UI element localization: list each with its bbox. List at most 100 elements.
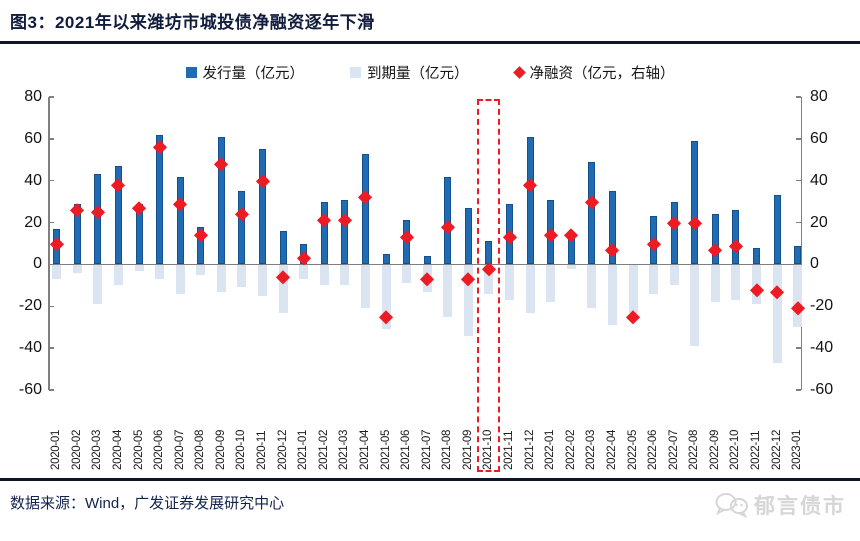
watermark-text: 郁言债市	[754, 495, 846, 518]
maturity-bar	[319, 265, 329, 286]
issuance-bar	[259, 149, 267, 265]
issuance-bar	[156, 134, 164, 265]
x-axis-label: 2022-06	[647, 429, 660, 470]
issuance-bar	[526, 136, 534, 265]
x-axis-label: 2020-09	[214, 429, 227, 470]
x-axis-label: 2021-08	[441, 429, 454, 470]
x-axis-label: 2021-04	[358, 429, 371, 470]
y-axis-right	[800, 97, 802, 390]
y-axis-label-left: 80	[24, 88, 42, 105]
issuance-swatch-icon	[185, 67, 197, 78]
net-diamond-icon	[512, 66, 526, 79]
x-axis-label: 2022-02	[564, 429, 577, 470]
legend-item-net: 净融资（亿元，右轴）	[512, 62, 675, 83]
y-axis-label-left: -60	[18, 381, 42, 398]
x-axis-label: 2020-05	[132, 429, 145, 470]
maturity-bar	[710, 265, 720, 303]
net-financing-diamond	[338, 213, 352, 228]
x-axis-label: 2021-12	[523, 429, 536, 470]
net-financing-diamond	[255, 173, 270, 188]
y-axis-label-right: -40	[810, 339, 834, 357]
issuance-bar	[217, 136, 225, 265]
x-axis-label: 2020-01	[50, 429, 63, 470]
net-financing-diamond	[194, 228, 208, 242]
x-axis-label: 2022-11	[750, 430, 763, 470]
net-financing-diamond	[729, 238, 743, 253]
y-axis-label-left: 0	[33, 255, 42, 273]
y-axis-left	[48, 97, 50, 390]
y-tick-right	[796, 389, 801, 391]
net-financing-diamond	[564, 228, 578, 242]
maturity-bar	[731, 265, 741, 300]
y-tick-left	[49, 138, 54, 140]
watermark: 郁言债市	[714, 490, 846, 520]
y-tick-right	[796, 96, 801, 98]
y-axis-label-right: 40	[810, 171, 828, 189]
net-financing-diamond	[70, 203, 84, 217]
maturity-bar	[669, 265, 679, 286]
x-axis-label: 2020-04	[111, 429, 124, 470]
x-axis-label: 2020-03	[91, 429, 104, 470]
title-divider	[0, 41, 860, 44]
maturity-bar	[772, 265, 782, 363]
y-tick-left	[49, 305, 54, 308]
x-axis-label: 2021-11	[503, 430, 516, 470]
legend-label-issuance: 发行量（亿元）	[202, 66, 305, 82]
maturity-bar	[505, 265, 515, 300]
maturity-bar	[340, 265, 350, 286]
net-financing-diamond	[132, 201, 146, 215]
data-source-text: 数据来源：Wind，广发证券发展研究中心	[10, 495, 285, 512]
net-financing-diamond	[502, 230, 517, 244]
maturity-bar	[237, 265, 247, 288]
y-tick-right	[796, 138, 801, 140]
x-axis-label: 2021-02	[317, 429, 330, 470]
x-axis-label: 2022-05	[626, 429, 639, 470]
maturity-bar	[607, 265, 617, 326]
issuance-bar	[691, 140, 699, 265]
issuance-bar	[361, 153, 369, 265]
x-axis-label: 2022-03	[585, 429, 598, 470]
maturity-bar	[525, 265, 535, 313]
footer-divider	[0, 478, 860, 481]
legend-label-maturity: 到期量（亿元）	[367, 66, 469, 82]
y-axis-label-right: 60	[810, 129, 828, 147]
issuance-bar	[176, 176, 184, 265]
net-financing-diamond	[523, 178, 537, 192]
x-axis-label: 2021-03	[338, 429, 351, 470]
x-axis-label: 2021-07	[420, 429, 433, 470]
net-financing-diamond	[441, 220, 455, 234]
maturity-bar	[484, 265, 494, 294]
x-axis-label: 2022-10	[729, 429, 742, 470]
y-axis-label-right: 80	[810, 88, 828, 105]
issuance-bar	[320, 201, 328, 265]
y-axis-label-left: -40	[18, 339, 42, 357]
maturity-bar	[196, 265, 206, 275]
chart-title: 图3：2021年以来潍坊市城投债净融资逐年下滑	[10, 13, 375, 32]
net-financing-diamond	[317, 213, 331, 228]
maturity-bar	[690, 265, 700, 347]
x-axis-label: 2022-08	[688, 429, 701, 470]
legend-item-issuance: 发行量（亿元）	[185, 62, 305, 83]
issuance-bar	[238, 191, 246, 265]
maturity-bar	[628, 265, 638, 313]
maturity-bar	[443, 265, 453, 317]
chat-bubbles-icon	[715, 493, 748, 518]
highlight-box	[477, 99, 501, 472]
net-financing-diamond	[399, 230, 414, 244]
y-axis-label-left: -20	[18, 297, 42, 315]
x-axis-label: 2020-02	[70, 429, 83, 470]
maturity-bar	[175, 265, 185, 294]
plot-area	[48, 96, 805, 391]
net-financing-diamond	[708, 243, 723, 257]
maturity-bar	[402, 265, 412, 284]
net-financing-diamond	[91, 205, 105, 219]
y-axis-label-right: -60	[810, 381, 834, 398]
maturity-bar	[649, 265, 659, 294]
y-tick-left	[49, 389, 54, 391]
zero-line	[48, 263, 802, 266]
maturity-bar	[299, 265, 309, 280]
maturity-bar	[134, 265, 144, 271]
maturity-bar	[93, 265, 103, 305]
net-financing-diamond	[358, 190, 373, 205]
y-tick-left	[49, 347, 54, 349]
